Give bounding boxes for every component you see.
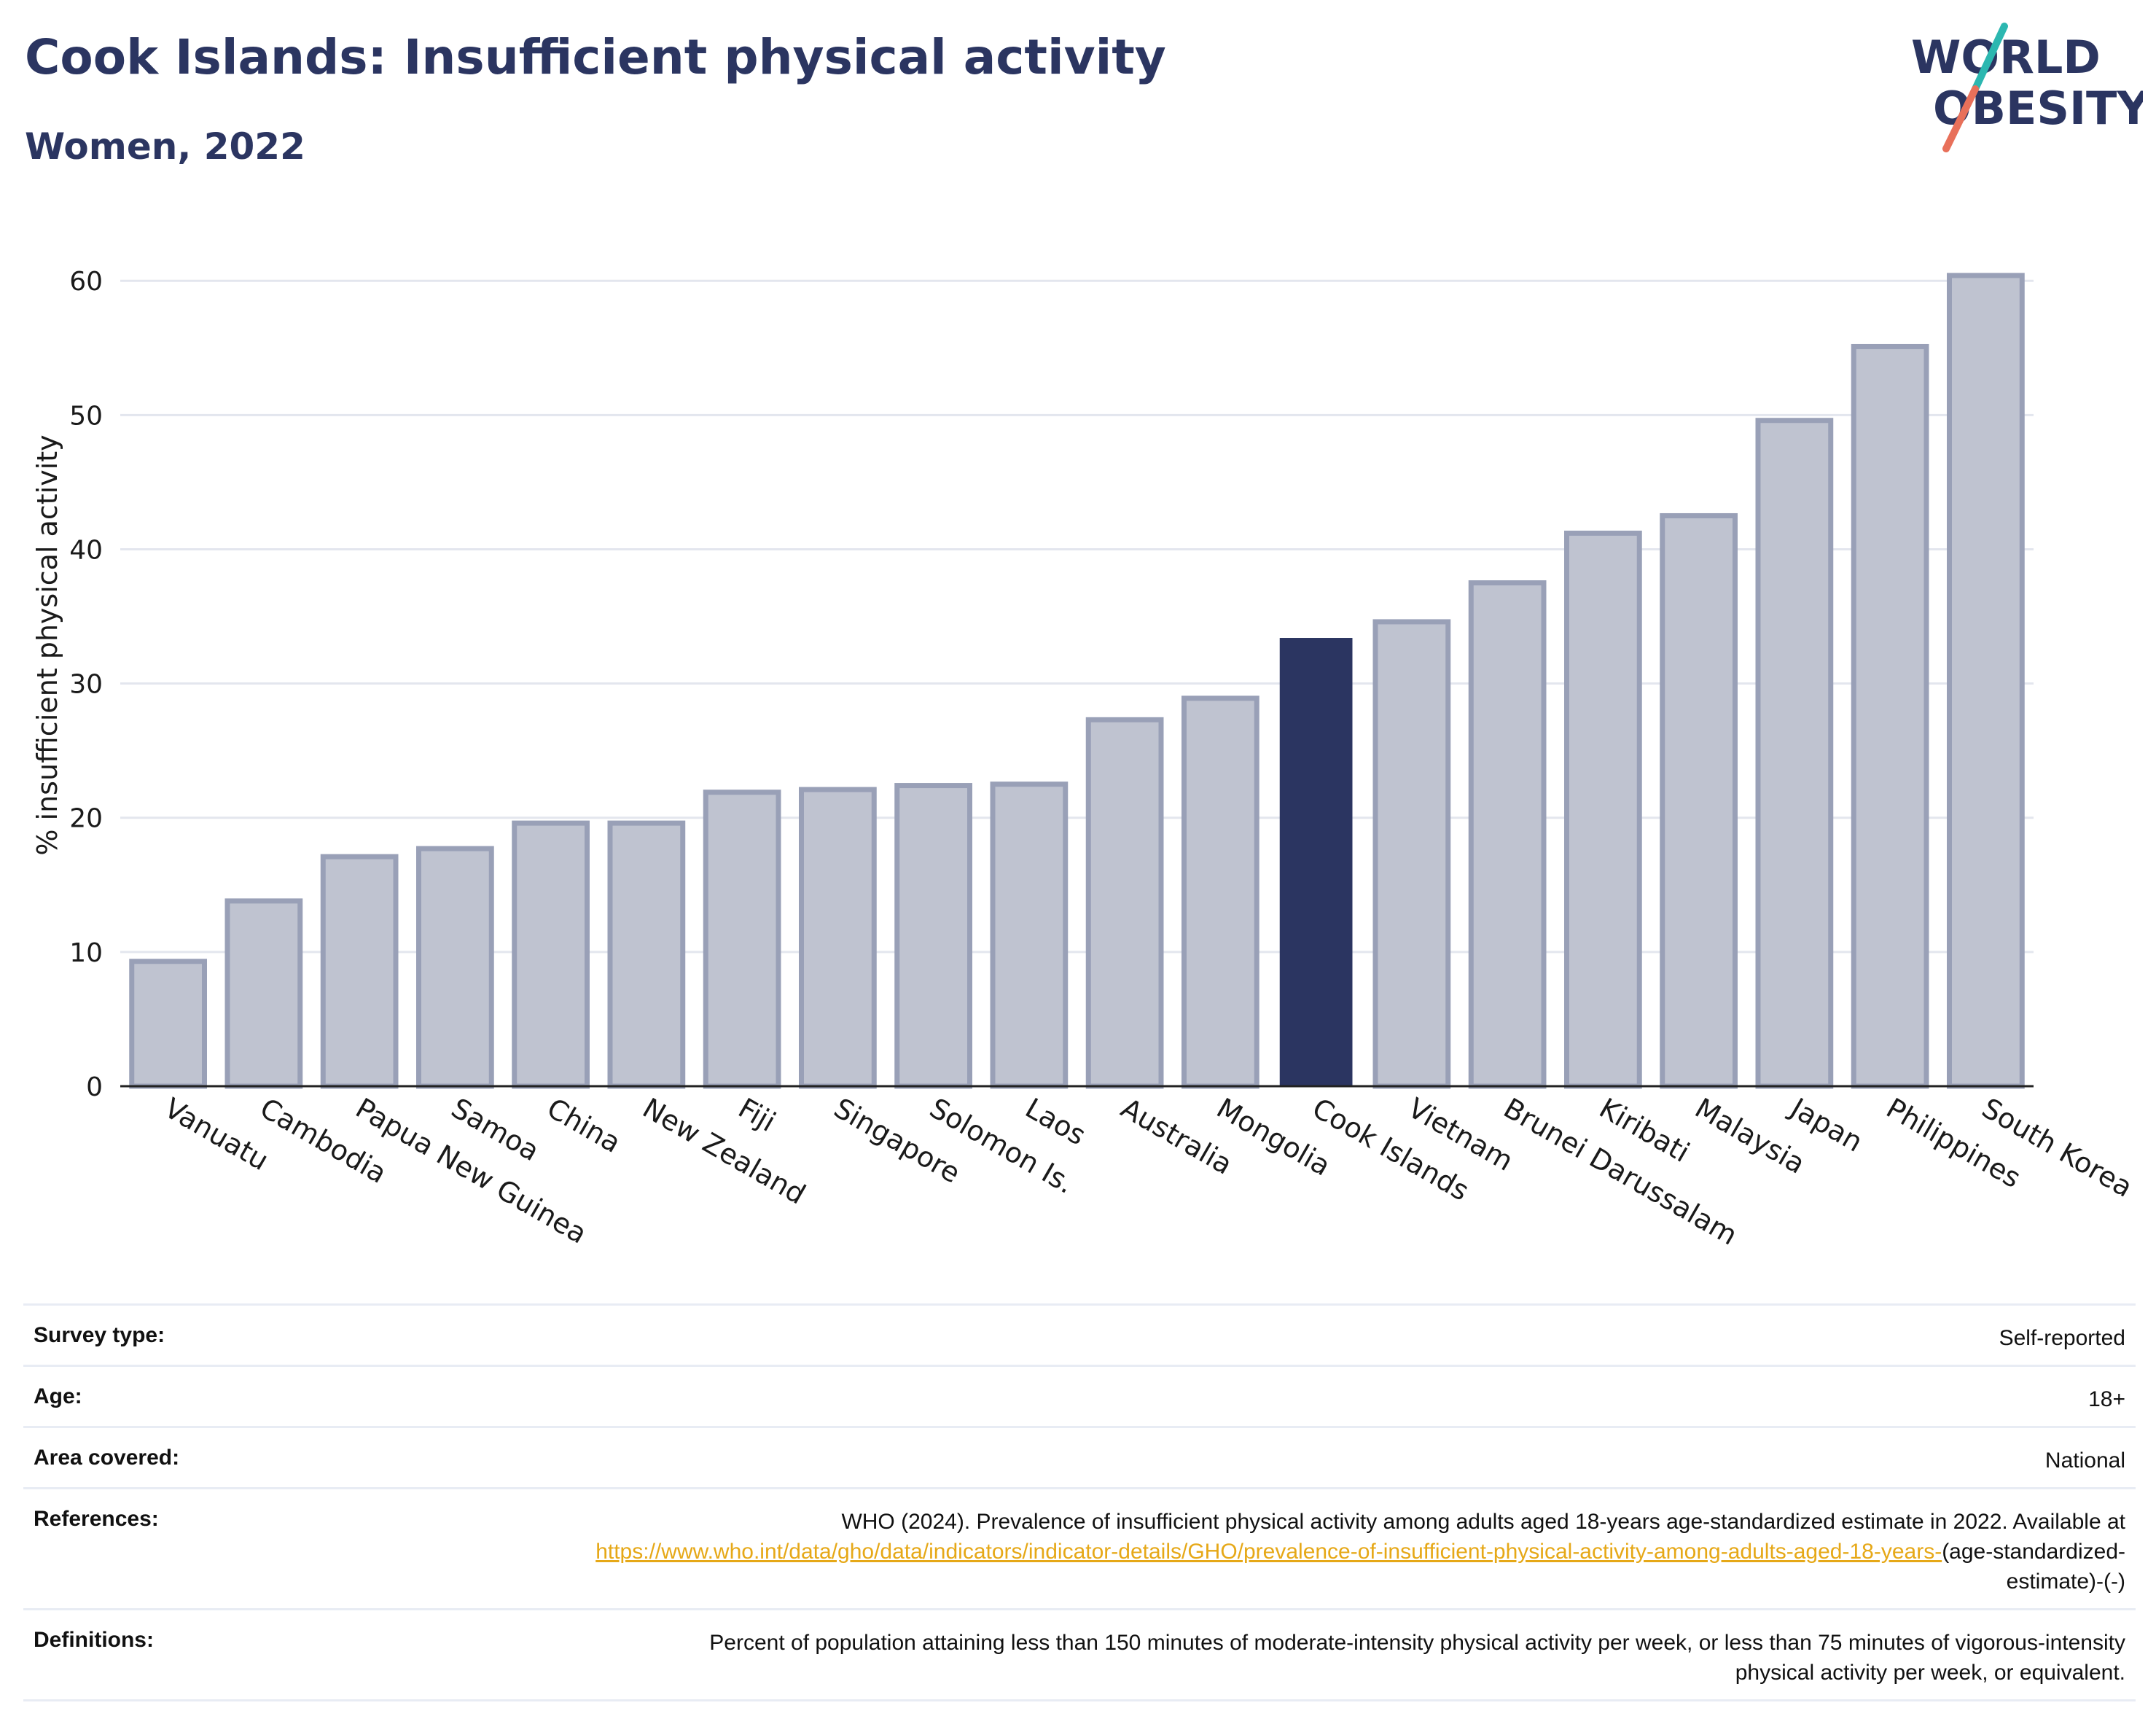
y-tick-labels: 0 10 20 30 40 50 60 <box>69 267 103 1102</box>
x-tick-label: Vanuatu <box>159 1092 274 1177</box>
bar-laos <box>990 781 1069 1089</box>
page-subtitle: Women, 2022 <box>25 125 305 168</box>
meta-row-survey-type: Survey type: Self-reported <box>23 1303 2136 1365</box>
y-tick-label: 20 <box>69 804 103 834</box>
bar-cook-islands <box>1279 638 1353 1086</box>
meta-row-age: Age: 18+ <box>23 1365 2136 1426</box>
meta-value: National <box>2044 1449 2125 1473</box>
references-value: WHO (2024). Prevalence of insufficient p… <box>522 1507 2125 1596</box>
y-tick-label: 0 <box>86 1072 103 1102</box>
bar-samoa <box>416 846 494 1089</box>
world-obesity-logo: WORLD OBESITY <box>1911 23 2143 152</box>
bar-japan <box>1755 418 1834 1089</box>
bar-new-zealand <box>607 820 686 1089</box>
y-tick-label: 40 <box>69 535 103 565</box>
metadata-table: Survey type: Self-reported Age: 18+ Area… <box>23 1303 2136 1701</box>
bar-philippines <box>1851 343 1929 1089</box>
logo-coral-slash <box>1942 85 1979 152</box>
references-text: WHO (2024). Prevalence of insufficient p… <box>841 1510 2125 1534</box>
bar-mongolia <box>1181 695 1259 1089</box>
bar-kiribati <box>1564 530 1642 1089</box>
bar-brunei-darussalam <box>1468 580 1547 1089</box>
bar-singapore <box>799 787 877 1089</box>
meta-value: Self-reported <box>1999 1326 2125 1350</box>
logo-line1: WORLD <box>1911 31 2101 84</box>
y-tick-label: 10 <box>69 938 103 968</box>
references-link[interactable]: https://www.who.int/data/gho/data/indica… <box>595 1540 1942 1564</box>
meta-label: References: <box>34 1507 159 1531</box>
bar-south-korea <box>1947 273 2025 1089</box>
x-tick-label: New Zealand <box>637 1092 811 1211</box>
bar-vanuatu <box>129 959 207 1089</box>
bar-solomon-is <box>894 783 972 1089</box>
chart-gridlines <box>120 279 2034 954</box>
y-axis-title: % insufficient physical activity <box>31 434 63 855</box>
bar-malaysia <box>1660 512 1738 1089</box>
x-tick-label: Malaysia <box>1690 1092 1811 1180</box>
y-tick-label: 50 <box>69 401 103 431</box>
meta-row-definitions: Definitions: Percent of population attai… <box>23 1608 2136 1701</box>
meta-row-references: References: WHO (2024). Prevalence of in… <box>23 1487 2136 1608</box>
meta-label: Age: <box>34 1384 82 1408</box>
references-suffix: (age-standardized-estimate)-(-) <box>1942 1540 2125 1594</box>
bar-australia <box>1085 717 1164 1089</box>
bar-cambodia <box>224 898 303 1089</box>
page-title: Cook Islands: Insufficient physical acti… <box>25 29 1166 85</box>
meta-value: 18+ <box>2088 1387 2125 1411</box>
meta-label: Survey type: <box>34 1323 165 1347</box>
y-tick-label: 30 <box>69 670 103 700</box>
x-tick-label: Fiji <box>733 1092 781 1138</box>
bar-fiji <box>703 789 781 1089</box>
x-tick-label: Laos <box>1020 1092 1091 1152</box>
meta-row-area-covered: Area covered: National <box>23 1426 2136 1487</box>
meta-label: Area covered: <box>34 1446 180 1470</box>
bar-papua-new-guinea <box>320 854 399 1089</box>
meta-label: Definitions: <box>34 1628 154 1652</box>
bar-vietnam <box>1372 619 1451 1089</box>
x-tick-label: China <box>542 1092 626 1159</box>
logo-teal-slash <box>1972 23 2008 93</box>
y-tick-label: 60 <box>69 267 103 297</box>
definitions-value: Percent of population attaining less tha… <box>709 1631 2125 1685</box>
chart-bars <box>129 273 2025 1089</box>
bar-china <box>512 820 590 1089</box>
